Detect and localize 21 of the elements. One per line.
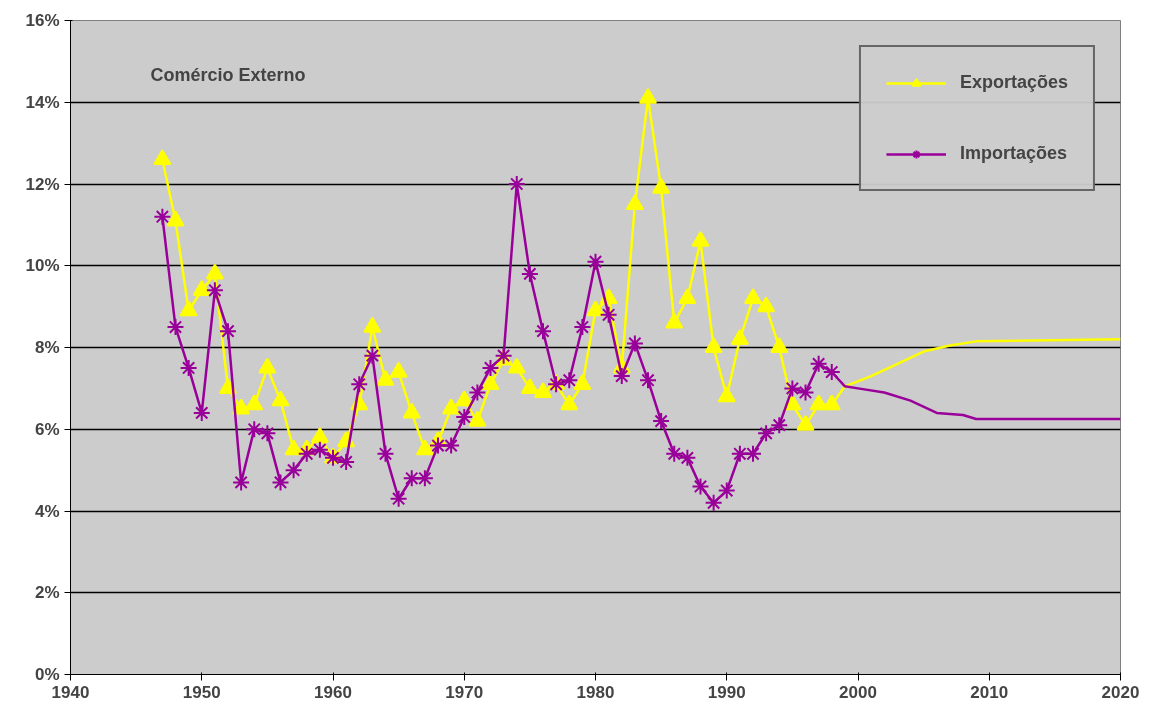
y-tick-label: 12%	[25, 174, 60, 194]
x-tick-label: 1990	[707, 682, 746, 702]
x-tick-label: 1950	[182, 682, 221, 702]
y-tick-label: 6%	[34, 419, 60, 439]
y-tick-label: 0%	[34, 665, 60, 684]
x-tick-label: 1940	[51, 682, 90, 702]
text: Comércio Externo	[150, 64, 306, 85]
y-tick-label: 16%	[25, 11, 60, 30]
legend-label: Importações	[959, 143, 1067, 164]
y-tick-label: 10%	[25, 256, 60, 276]
x-tick-label: 2000	[839, 682, 877, 702]
x-tick-label: 1960	[314, 682, 352, 702]
y-tick-label: 8%	[34, 338, 60, 357]
x-tick-label: 2020	[1101, 682, 1140, 702]
x-tick-label: 1970	[445, 682, 484, 702]
x-tick-label: 2010	[970, 682, 1009, 702]
y-tick-label: 4%	[34, 501, 60, 521]
x-tick-label: 1980	[576, 682, 615, 702]
legend-label: Exportações	[959, 72, 1068, 93]
y-tick-label: 14%	[25, 92, 60, 112]
y-tick-label: 2%	[34, 583, 60, 603]
